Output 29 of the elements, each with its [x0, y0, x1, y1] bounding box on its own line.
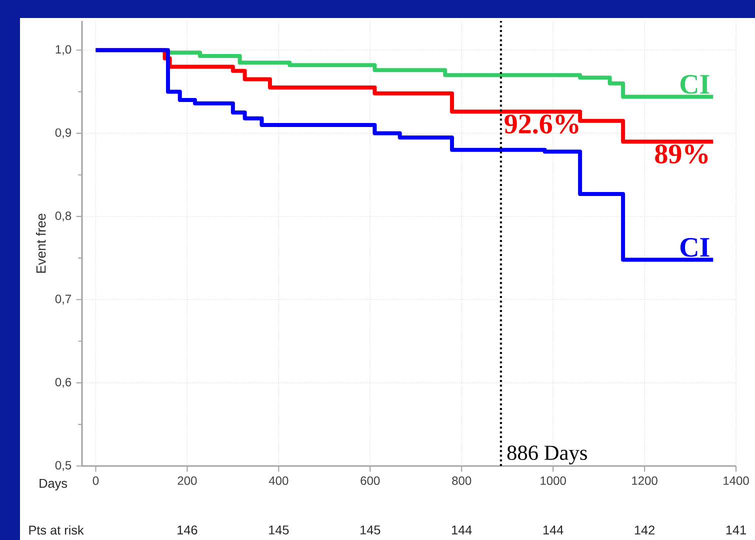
x-tick-label: 0 — [92, 476, 99, 485]
x-tick-label: 1400 — [724, 476, 749, 485]
text: 144 — [543, 526, 564, 534]
text: 145 — [360, 526, 380, 534]
ref-line-label: 886 Days — [507, 446, 587, 464]
x-tick-label: 400 — [268, 476, 288, 485]
text: 145 — [269, 526, 289, 534]
x-tick-label: 1000 — [540, 476, 566, 485]
series-label: CI — [680, 238, 710, 257]
x-axis-title: Days — [40, 478, 68, 490]
series-label: CI — [680, 74, 710, 94]
text: 142 — [634, 526, 654, 534]
text: 146 — [178, 526, 198, 534]
y-tick-label: 0,6 — [55, 378, 72, 388]
x-tick-label: 800 — [452, 476, 472, 485]
y-tick-label: 0,7 — [55, 294, 71, 305]
x-tick-label: 1200 — [632, 476, 658, 485]
y-tick-label: 0,8 — [55, 212, 72, 222]
annotation: 92.6% — [504, 114, 578, 134]
text: 141 — [726, 526, 746, 534]
y-axis-title: Event free — [36, 214, 46, 273]
x-tick-label: 600 — [360, 476, 380, 485]
y-tick-label: 0,5 — [55, 461, 72, 471]
text: 144 — [452, 526, 472, 534]
y-tick-label: 1,0 — [56, 45, 72, 56]
annotation: 89% — [655, 144, 708, 164]
y-tick-label: 0,9 — [55, 128, 72, 138]
x-tick-label: 200 — [178, 476, 197, 485]
text: Pts at risk — [29, 525, 84, 535]
